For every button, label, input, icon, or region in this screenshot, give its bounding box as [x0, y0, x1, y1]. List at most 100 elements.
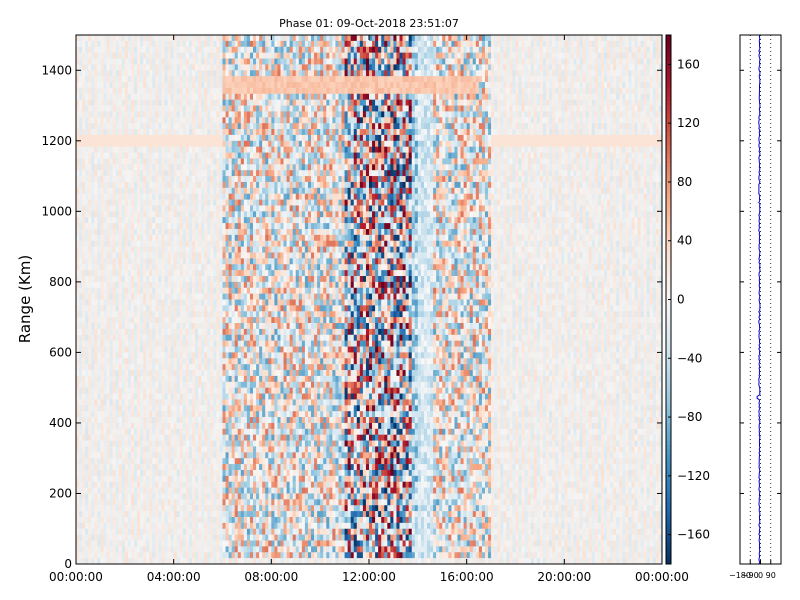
- heatmap-cell: [149, 70, 153, 77]
- heatmap-cell: [100, 422, 104, 430]
- heatmap-cell: [82, 446, 86, 453]
- heatmap-cell: [164, 111, 168, 118]
- heatmap-cell: [243, 240, 248, 247]
- heatmap-cell: [198, 117, 202, 124]
- heatmap-cell: [225, 87, 229, 95]
- heatmap-cell: [167, 170, 171, 177]
- heatmap-cell: [85, 522, 89, 530]
- heatmap-cell: [76, 399, 80, 406]
- heatmap-cell: [179, 58, 184, 65]
- heatmap-cell: [127, 240, 132, 247]
- heatmap-cell: [228, 158, 232, 165]
- heatmap-cell: [213, 87, 217, 95]
- heatmap-cell: [133, 275, 138, 283]
- heatmap-cell: [204, 146, 208, 153]
- heatmap-cell: [140, 516, 144, 524]
- heatmap-cell: [88, 522, 92, 530]
- heatmap-cell: [103, 105, 107, 112]
- heatmap-cell: [182, 317, 187, 324]
- heatmap-cell: [222, 346, 226, 353]
- heatmap-cell: [213, 422, 217, 430]
- heatmap-cell: [130, 76, 135, 83]
- heatmap-cell: [225, 358, 229, 365]
- heatmap-cell: [219, 552, 223, 559]
- heatmap-cell: [213, 240, 217, 247]
- heatmap-cell: [109, 370, 113, 377]
- heatmap-cell: [228, 111, 232, 118]
- heatmap-cell: [188, 164, 193, 171]
- heatmap-cell: [231, 146, 236, 153]
- heatmap-cell: [143, 417, 147, 424]
- heatmap-cell: [182, 293, 187, 300]
- heatmap-cell: [146, 111, 150, 118]
- heatmap-cell: [88, 364, 92, 371]
- heatmap-cell: [201, 99, 205, 106]
- heatmap-cell: [76, 346, 80, 353]
- heatmap-cell: [121, 440, 126, 447]
- heatmap-cell: [155, 223, 159, 230]
- heatmap-cell: [143, 422, 147, 430]
- heatmap-cell: [173, 358, 178, 365]
- heatmap-cell: [118, 70, 123, 77]
- heatmap-cell: [97, 440, 101, 447]
- heatmap-cell: [176, 534, 181, 541]
- heatmap-cell: [88, 487, 92, 494]
- heatmap-cell: [140, 434, 144, 441]
- heatmap-cell: [201, 58, 205, 65]
- heatmap-cell: [225, 299, 229, 306]
- heatmap-cell: [161, 58, 165, 65]
- heatmap-cell: [201, 487, 205, 494]
- heatmap-cell: [219, 446, 223, 453]
- heatmap-cell: [207, 281, 211, 289]
- heatmap-cell: [167, 558, 171, 565]
- heatmap-cell: [231, 317, 236, 324]
- heatmap-cell: [91, 540, 95, 547]
- heatmap-cell: [182, 334, 187, 341]
- heatmap-cell: [155, 105, 159, 112]
- heatmap-cell: [173, 140, 178, 147]
- heatmap-cell: [170, 340, 174, 347]
- heatmap-cell: [94, 346, 98, 353]
- heatmap-cell: [146, 534, 150, 541]
- heatmap-cell: [149, 117, 153, 124]
- heatmap-cell: [176, 381, 181, 388]
- heatmap-cell: [201, 364, 205, 371]
- heatmap-cell: [137, 275, 141, 283]
- heatmap-cell: [94, 528, 98, 535]
- heatmap-cell: [161, 493, 165, 500]
- heatmap-cell: [76, 152, 80, 159]
- heatmap-cell: [161, 170, 165, 177]
- heatmap-cell: [124, 317, 129, 324]
- heatmap-cell: [231, 422, 236, 430]
- heatmap-cell: [109, 411, 113, 418]
- heatmap-cell: [140, 375, 144, 383]
- heatmap-cell: [191, 546, 196, 553]
- heatmap-cell: [118, 346, 123, 353]
- heatmap-cell: [213, 252, 217, 259]
- heatmap-cell: [173, 323, 178, 330]
- heatmap-cell: [216, 522, 220, 530]
- heatmap-cell: [216, 446, 220, 453]
- heatmap-cell: [231, 275, 236, 283]
- heatmap-cell: [100, 158, 104, 165]
- heatmap-cell: [179, 105, 184, 112]
- heatmap-cell: [137, 352, 141, 359]
- heatmap-cell: [237, 111, 242, 118]
- heatmap-cell: [213, 82, 217, 89]
- heatmap-cell: [213, 234, 217, 242]
- heatmap-cell: [137, 46, 141, 53]
- heatmap-cell: [130, 275, 135, 283]
- heatmap-cell: [115, 275, 120, 283]
- heatmap-cell: [182, 516, 187, 524]
- heatmap-cell: [213, 275, 217, 283]
- heatmap-cell: [121, 240, 126, 247]
- heatmap-cell: [88, 205, 92, 212]
- heatmap-cell: [213, 99, 217, 106]
- heatmap-cell: [79, 534, 83, 541]
- heatmap-cell: [133, 146, 138, 153]
- heatmap-cell: [237, 181, 242, 189]
- heatmap-cell: [130, 111, 135, 118]
- heatmap-cell: [146, 205, 150, 212]
- heatmap-cell: [100, 311, 104, 318]
- heatmap-cell: [188, 181, 193, 189]
